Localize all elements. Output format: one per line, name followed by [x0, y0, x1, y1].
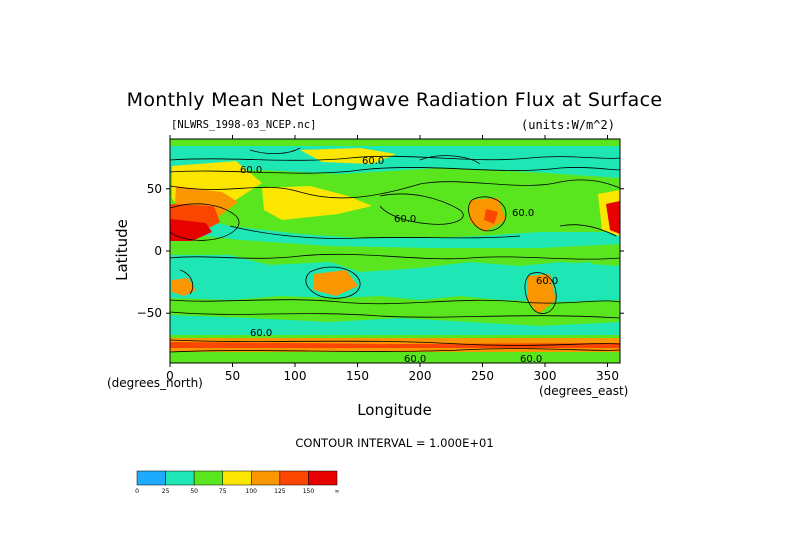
contour-line	[249, 147, 301, 154]
contour-line	[305, 266, 361, 299]
contour-lines	[170, 147, 620, 353]
colorbar-tick-label: 100	[246, 488, 258, 495]
x-axis-label: Longitude	[357, 401, 432, 419]
field-region	[606, 201, 620, 234]
source-file-label: [NLWRS_1998-03_NCEP.nc]	[171, 119, 317, 131]
colorbar-swatch	[308, 470, 338, 486]
y-tick-label: −50	[137, 306, 162, 320]
field-region	[170, 212, 620, 248]
contour-label: 60.0	[520, 354, 542, 365]
field-region	[170, 219, 212, 241]
units-label: (units:W/m^2)	[521, 118, 615, 132]
field-region	[170, 255, 620, 302]
colorbar-swatch	[222, 470, 252, 486]
colorbar-tick-label: 75	[219, 488, 227, 495]
colorbar-tick-label: ∞	[335, 488, 340, 495]
contour-label: 60.0	[536, 276, 558, 287]
field-region	[170, 315, 620, 335]
y-axis-label: Latitude	[113, 219, 131, 281]
y-unit-note: (degrees_north)	[107, 376, 203, 390]
contour-label: 60.0	[512, 208, 534, 219]
chart-title: Monthly Mean Net Longwave Radiation Flux…	[126, 89, 663, 111]
colorbar-swatch	[279, 470, 309, 486]
contour-line	[524, 272, 557, 314]
contour-line	[170, 179, 620, 199]
contour-line	[170, 348, 620, 353]
contour-label: 60.0	[404, 354, 426, 365]
x-tick-label: 250	[471, 369, 494, 383]
contour-label: 60.0	[394, 214, 416, 225]
x-tick-label: 0	[166, 369, 174, 383]
contour-interval-text: CONTOUR INTERVAL = 1.000E+01	[295, 436, 494, 450]
x-tick-label: 100	[284, 369, 307, 383]
contour-line	[170, 253, 620, 260]
contour-line	[170, 155, 620, 161]
y-tick-label: 50	[147, 182, 162, 196]
contour-line	[170, 299, 620, 305]
colorbar-tick-label: 25	[162, 488, 170, 495]
colorbar-swatch	[251, 470, 281, 486]
contour-label: 60.0	[362, 156, 384, 167]
colorbar-tick-label: 150	[303, 488, 315, 495]
colorbar-swatch	[165, 470, 195, 486]
contour-line	[179, 269, 194, 295]
field-region	[484, 209, 498, 224]
field-region	[528, 274, 556, 314]
field-region	[170, 342, 620, 348]
x-unit-note: (degrees_east)	[539, 384, 629, 398]
colorbar-tick-label: 125	[274, 488, 286, 495]
x-tick-label: 300	[534, 369, 557, 383]
x-tick-label: 150	[346, 369, 369, 383]
contour-label: 60.0	[250, 328, 272, 339]
colorbar-tick-label: 50	[190, 488, 198, 495]
field-region	[262, 186, 372, 220]
colorbar-swatch	[136, 470, 166, 486]
x-tick-label: 350	[596, 369, 619, 383]
colorbar: 0 25 50 75 100 125 150 ∞	[135, 470, 340, 495]
contour-labels: 60.0 60.0 60.0 60.0 60.0 60.0 60.0 60.0	[240, 156, 558, 365]
contour-line	[170, 311, 620, 319]
field-region	[170, 146, 620, 178]
contour-line	[559, 224, 617, 237]
contour-line	[379, 193, 464, 225]
contour-line	[170, 203, 240, 241]
x-axis: 0 50 100 150 200 250 300 350	[166, 135, 619, 383]
x-tick-label: 50	[225, 369, 240, 383]
contour-line	[170, 167, 620, 174]
contour-label: 60.0	[240, 165, 262, 176]
contour-line	[229, 225, 521, 239]
x-tick-label: 200	[409, 369, 432, 383]
field-region	[545, 262, 612, 296]
colorbar-tick-label: 0	[135, 488, 139, 495]
field-region	[172, 278, 196, 296]
contour-line	[170, 339, 620, 346]
colorbar-swatch	[193, 470, 223, 486]
contour-line	[419, 155, 481, 165]
y-axis: −50 0 50	[137, 182, 624, 320]
y-tick-label: 0	[154, 244, 162, 258]
field-region	[314, 270, 358, 296]
contour-line	[468, 196, 507, 232]
